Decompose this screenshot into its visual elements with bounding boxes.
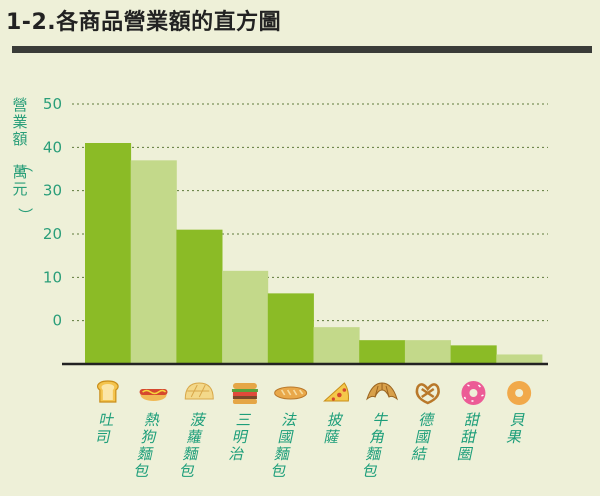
category-label-char: 角 [368,428,387,446]
category-label-char: 果 [505,428,524,446]
bar [313,327,360,364]
category-label-char: 牛 [372,411,391,429]
chart-title: 1-2.各商品營業額的直方圖 [6,10,282,35]
category-label-char: 甜 [459,428,478,446]
y-axis-label-char: 萬 [12,163,27,181]
category-label-char: 麵 [364,445,383,463]
category-label-char: 甜 [463,411,482,429]
category-label-char: 圈 [456,445,475,463]
baguette-icon [274,386,308,400]
bar [176,229,223,364]
category-label: 披薩 [322,411,344,446]
category-label-char: 薩 [322,428,341,446]
category-label-char: 治 [227,445,246,463]
category-label-char: 吐 [98,411,117,429]
category-label: 三明治 [227,411,253,463]
bars [85,143,543,364]
donut-icon [461,381,486,405]
category-label-char: 結 [410,445,429,463]
pretzel-icon [415,383,440,405]
y-tick-label: 10 [43,268,62,286]
category-label-char: 狗 [140,428,159,446]
y-tick-label: 40 [43,138,62,156]
y-axis-label-char: 業 [12,113,27,131]
category-label: 德國結 [410,411,436,463]
bar [404,340,451,364]
gridlines [72,103,548,322]
y-axis-label-char: 營 [12,96,27,114]
category-label: 甜甜圈 [456,411,482,463]
category-label-char: 包 [132,462,151,480]
bar [267,293,314,364]
category-label: 貝果 [505,411,527,446]
category-label-char: 麵 [182,445,201,463]
bar [359,340,406,364]
category-icons [97,380,532,405]
category-label-char: 蘿 [185,428,204,446]
y-tick-labels: 50 40 30 20 10 0 [43,95,62,330]
category-label-char: 麵 [136,445,155,463]
bar [496,354,543,364]
category-label-char: 包 [361,462,380,480]
category-label-char: 明 [231,428,250,446]
category-label: 吐司 [94,411,116,446]
y-axis-label-char: 元 [12,180,27,198]
title-divider [12,46,592,53]
bar [222,270,269,364]
category-label-char: 菠 [189,411,208,429]
pizza-icon [323,382,350,402]
y-axis-label-char: 額 [12,130,27,148]
y-axis-label: 營業額 （萬元 ） [12,96,34,223]
category-label-char: 德 [417,411,436,429]
category-label-char: 包 [178,462,197,480]
category-label-char: 貝 [509,411,528,429]
bar [85,143,132,364]
y-axis-label-char: ） [16,207,34,222]
y-tick-label: 30 [43,182,62,200]
category-label-char: 披 [326,411,345,429]
y-tick-label: 0 [52,312,62,330]
category-label-char: 熱 [143,411,162,429]
category-label-char: 司 [94,428,113,446]
category-label-char: 三 [235,411,254,429]
bar [450,345,497,364]
category-label-char: 麵 [273,445,292,463]
hotdog-icon [139,389,168,401]
bar [130,160,177,364]
category-label-char: 國 [277,428,296,446]
melon-bun-icon [184,382,214,400]
croissant-icon [366,382,399,401]
y-tick-label: 20 [43,225,62,243]
sandwich-icon [231,383,258,404]
y-tick-label: 50 [43,95,62,113]
category-label-char: 法 [280,411,299,429]
toast-icon [97,380,119,403]
y-axis-label-char: （ [16,157,34,172]
bagel-icon [507,381,532,405]
category-label-char: 包 [269,462,288,480]
category-label-char: 國 [414,428,433,446]
